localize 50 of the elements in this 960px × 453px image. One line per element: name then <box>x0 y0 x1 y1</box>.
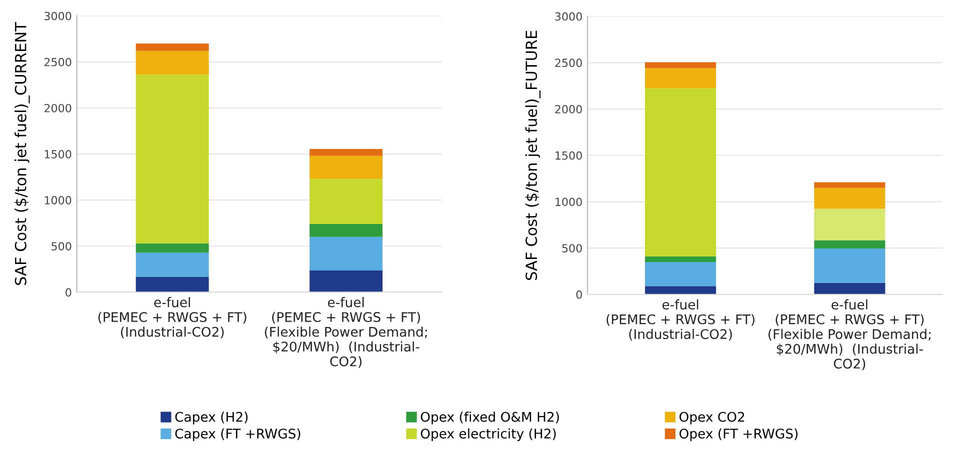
y-tick-label: 1500 <box>44 150 72 158</box>
y-tick-label: 3000 <box>44 12 72 20</box>
legend-label: Opex CO2 <box>680 412 744 424</box>
x-tick-label: e-fuel (PEMEC + RWGS + FT) (Flexible Power Demand; $20/MWh) (Industrial- CO2) <box>264 297 427 368</box>
bar <box>814 182 886 188</box>
bar <box>310 178 383 224</box>
y-tick-label: 1500 <box>556 151 582 160</box>
y-tick-label: 2000 <box>555 104 582 114</box>
bar <box>310 148 383 156</box>
y-axis-title: SAF Cost ($/ton jet fuel)_CURRENT <box>14 22 30 285</box>
bar <box>136 276 209 292</box>
bar <box>645 88 716 256</box>
bar <box>310 156 383 179</box>
legend-label: Capex (H2) <box>175 412 248 424</box>
y-tick-label: 2500 <box>44 58 72 66</box>
bar <box>310 236 383 271</box>
y-tick-label: 0 <box>66 288 72 297</box>
x-tick-label: e-fuel (PEMEC + RWGS + FT) (Industrial-CO2) <box>606 299 754 341</box>
y-tick-label: 2500 <box>555 58 582 68</box>
bar <box>645 62 716 68</box>
y-tick-label: 2000 <box>44 104 72 112</box>
bar <box>645 68 716 88</box>
bar <box>645 286 716 294</box>
y-tick-label: 3000 <box>555 12 582 21</box>
bar <box>136 74 209 244</box>
y-axis-title: SAF Cost ($/ton jet fuel)_FUTURE <box>525 30 540 280</box>
legend-label: Opex (fixed O&M H2) <box>420 412 559 424</box>
bar <box>136 252 209 277</box>
legend-label: Capex (FT +RWGS) <box>175 428 300 442</box>
y-tick-label: 1000 <box>556 198 582 206</box>
bar <box>645 262 716 286</box>
bar <box>645 256 716 262</box>
y-tick-label: 500 <box>562 244 582 252</box>
bar <box>814 248 886 283</box>
bar <box>136 50 209 75</box>
bar <box>310 224 383 237</box>
bar <box>310 270 383 292</box>
x-tick-label: e-fuel (PEMEC + RWGS + FT) (Flexible Power Demand; $20/MWh) (Industrial- CO2) <box>768 299 930 370</box>
legend-label: Opex electricity (H2) <box>420 428 556 442</box>
bar <box>814 282 886 294</box>
bar <box>136 43 209 51</box>
y-tick-label: 1000 <box>44 196 72 204</box>
bar <box>136 243 209 253</box>
y-tick-label: 500 <box>52 242 72 251</box>
x-tick-label: e-fuel (PEMEC + RWGS + FT) (Industrial-CO2) <box>98 297 246 338</box>
y-tick-label: 0 <box>576 290 582 299</box>
bar <box>814 208 886 240</box>
legend-label: Opex (FT +RWGS) <box>680 428 798 442</box>
bar <box>814 188 886 209</box>
bar <box>814 240 886 249</box>
